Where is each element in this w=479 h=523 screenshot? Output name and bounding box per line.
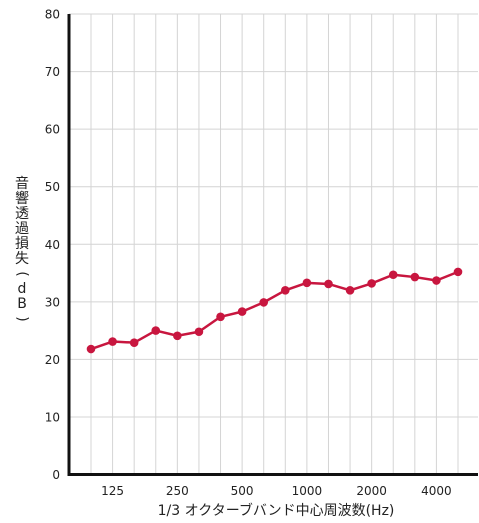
x-tick-label: 250 bbox=[166, 484, 189, 498]
y-tick-label: 30 bbox=[45, 295, 60, 309]
data-point bbox=[280, 286, 290, 295]
y-axis-label-char: d bbox=[18, 281, 27, 297]
data-point bbox=[173, 331, 182, 341]
data-point bbox=[388, 270, 398, 280]
y-axis-label-char: 響 bbox=[15, 190, 29, 207]
grid-lines bbox=[69, 13, 478, 475]
y-axis-label-char: 損 bbox=[15, 236, 29, 252]
y-axis-label-char: ( bbox=[14, 271, 30, 276]
data-point bbox=[151, 326, 161, 335]
y-axis-label-char: 過 bbox=[15, 221, 29, 237]
data-point bbox=[237, 307, 247, 316]
x-tick-labels: 125 250 500 1000 2000 4000 bbox=[101, 484, 452, 498]
x-tick-label: 1000 bbox=[292, 484, 323, 498]
x-tick-label: 4000 bbox=[421, 484, 452, 498]
y-tick-label: 80 bbox=[45, 8, 60, 22]
data-point bbox=[216, 312, 225, 322]
y-tick-label: 60 bbox=[45, 123, 60, 137]
y-axis-label-char: 透 bbox=[15, 206, 29, 222]
y-tick-label: 0 bbox=[52, 468, 60, 482]
y-tick-label: 10 bbox=[45, 410, 60, 424]
y-tick-label: 70 bbox=[45, 65, 60, 79]
data-point bbox=[194, 327, 204, 337]
data-point bbox=[129, 338, 139, 347]
series-line bbox=[90, 270, 459, 351]
y-tick-label: 40 bbox=[45, 238, 60, 252]
data-point bbox=[367, 279, 376, 288]
data-point bbox=[259, 298, 269, 307]
data-point bbox=[453, 267, 463, 277]
x-tick-label: 500 bbox=[231, 484, 254, 498]
y-tick-labels: 0 10 20 30 40 50 60 70 80 bbox=[45, 8, 60, 483]
data-point bbox=[108, 337, 117, 346]
y-tick-label: 20 bbox=[45, 353, 60, 367]
data-point bbox=[324, 279, 333, 289]
data-point bbox=[410, 272, 420, 282]
series-layer bbox=[86, 267, 463, 354]
y-axis-label-char: 失 bbox=[15, 251, 29, 267]
y-tick-label: 50 bbox=[45, 180, 60, 194]
data-point bbox=[302, 278, 312, 288]
data-point bbox=[345, 286, 355, 295]
y-axis-label-char: B bbox=[17, 296, 27, 312]
y-axis-label-char: ) bbox=[14, 316, 30, 321]
x-axis-label: 1/3 オクターブバンド中心周波数(Hz) bbox=[158, 502, 395, 519]
data-point bbox=[432, 276, 441, 285]
y-axis-label-char: 音 bbox=[15, 175, 29, 192]
data-point bbox=[86, 344, 96, 354]
x-tick-label: 125 bbox=[101, 484, 124, 498]
x-tick-label: 2000 bbox=[356, 484, 387, 498]
